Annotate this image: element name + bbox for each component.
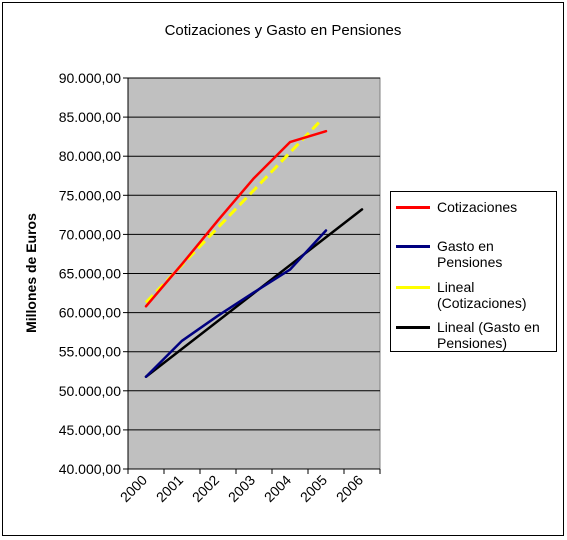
x-tick-label: 2003 xyxy=(225,472,258,505)
legend-label-lineal-cotizaciones: Lineal (Cotizaciones) xyxy=(437,279,527,311)
y-tick-label: 75.000,00 xyxy=(59,187,121,203)
legend-swatch-lineal-cotizaciones xyxy=(396,286,430,289)
series-gasto-pensiones xyxy=(144,229,328,378)
y-tick-label: 85.000,00 xyxy=(59,109,121,125)
y-tick-label: 60.000,00 xyxy=(59,305,121,321)
plot-area: 40.000,00 45.000,00 50.000,00 55.000,00 60.0… xyxy=(59,70,381,505)
y-tick-label: 40.000,00 xyxy=(59,461,121,477)
legend-label-gasto: Gasto en Pensiones xyxy=(437,238,503,270)
x-tick-label: 2006 xyxy=(333,472,366,505)
chart-title: Cotizaciones y Gasto en Pensiones xyxy=(165,22,402,39)
legend-swatch-gasto xyxy=(396,245,430,248)
y-axis-label: Millones de Euros xyxy=(23,213,39,333)
y-tick-label: 50.000,00 xyxy=(59,383,121,399)
x-tick-label: 2002 xyxy=(189,472,222,505)
x-tick-label: 2005 xyxy=(297,472,330,505)
legend-swatch-cotizaciones xyxy=(396,206,430,209)
y-tick-label: 55.000,00 xyxy=(59,344,121,360)
y-tick-label: 65.000,00 xyxy=(59,266,121,282)
y-tick-label: 45.000,00 xyxy=(59,422,121,438)
y-tick-label: 70.000,00 xyxy=(59,226,121,242)
x-tick-label: 2004 xyxy=(261,472,294,505)
series-lineal-cotizaciones xyxy=(144,121,320,304)
legend-label-cotizaciones: Cotizaciones xyxy=(437,199,518,215)
series-cotizaciones xyxy=(144,129,328,308)
legend-swatch-lineal-gasto xyxy=(396,326,430,329)
legend: Cotizaciones Gasto en Pensiones Lineal (… xyxy=(390,191,557,352)
x-tick-label: 2001 xyxy=(153,472,186,505)
y-tick-label: 80.000,00 xyxy=(59,148,121,164)
y-tick-label: 90.000,00 xyxy=(59,70,121,86)
legend-label-lineal-gasto: Lineal (Gasto en Pensiones) xyxy=(437,319,540,351)
x-tick-label: 2000 xyxy=(117,472,150,505)
